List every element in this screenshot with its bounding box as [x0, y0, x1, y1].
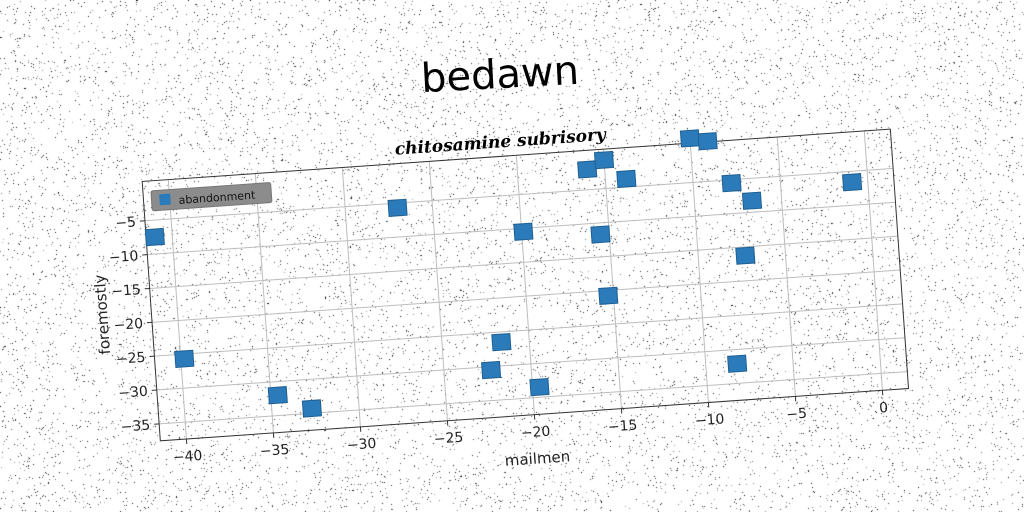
x-axis-label: mailmen: [504, 447, 571, 470]
x-tick-label: −10: [694, 411, 725, 429]
data-point: [577, 160, 598, 179]
legend: abandonment: [150, 182, 273, 212]
x-axis-ticks: −40 −35 −30 −25 −20 −15 −10 −5 0: [172, 390, 889, 466]
data-points: [144, 129, 863, 418]
legend-label: abandonment: [178, 189, 256, 207]
x-grid-line: [863, 130, 883, 391]
x-tick-label: −20: [520, 424, 551, 442]
legend-marker: [159, 193, 171, 206]
x-grid-line: [689, 143, 709, 403]
legend-box: [150, 182, 273, 212]
data-point: [481, 360, 502, 380]
data-point: [616, 169, 637, 189]
grid-lines: [144, 130, 908, 440]
x-grid-line: [167, 179, 187, 440]
plot-group: chitosamine subrisory −40 −35 −30 −25 −20 −15…: [91, 125, 910, 470]
y-axis-label: foremostly: [91, 274, 115, 355]
data-point: [721, 173, 742, 193]
y-grid-line: [149, 235, 898, 289]
data-point: [301, 399, 322, 418]
data-point: [267, 386, 288, 405]
y-axis-ticks: −35 −30 −25 −20 −15 −10 −5: [108, 214, 160, 436]
x-grid-line: [776, 137, 796, 397]
x-tick-label: −25: [433, 430, 464, 448]
y-grid-line: [156, 337, 905, 391]
x-grid-line: [341, 167, 361, 427]
y-tick-label: −10: [108, 248, 139, 266]
x-tick-label: −40: [172, 448, 203, 466]
x-grid-line: [428, 161, 448, 421]
data-point: [387, 198, 408, 217]
data-point: [741, 191, 763, 210]
data-point: [529, 377, 550, 397]
y-tick-label: −25: [115, 350, 146, 368]
data-point: [593, 150, 615, 170]
data-point: [842, 173, 863, 192]
y-grid-line: [154, 303, 903, 357]
data-point: [144, 227, 165, 247]
x-tick-label: −5: [786, 406, 808, 423]
y-tick-label: −35: [120, 418, 151, 436]
data-point: [679, 129, 701, 148]
x-tick-label: −15: [607, 418, 638, 436]
y-tick-label: −20: [113, 316, 144, 334]
data-point: [491, 332, 512, 352]
y-tick-label: −15: [111, 282, 142, 300]
data-point: [174, 349, 195, 368]
data-point: [697, 132, 718, 151]
data-point: [513, 222, 534, 241]
y-grid-line: [152, 269, 901, 323]
y-tick-label: −30: [118, 384, 149, 402]
data-point: [727, 354, 748, 373]
x-tick-label: −30: [346, 436, 377, 454]
data-point: [598, 286, 619, 306]
x-tick-label: −35: [259, 442, 290, 460]
x-grid-line: [602, 149, 622, 409]
data-point: [735, 246, 756, 265]
y-tick-label: −5: [115, 214, 137, 231]
data-point: [590, 225, 611, 244]
x-grid-line: [515, 155, 535, 415]
y-grid-line: [159, 371, 908, 425]
chart-subtitle: chitosamine subrisory: [394, 125, 607, 160]
y-grid-line: [144, 167, 894, 222]
x-tick-label: 0: [879, 400, 889, 417]
